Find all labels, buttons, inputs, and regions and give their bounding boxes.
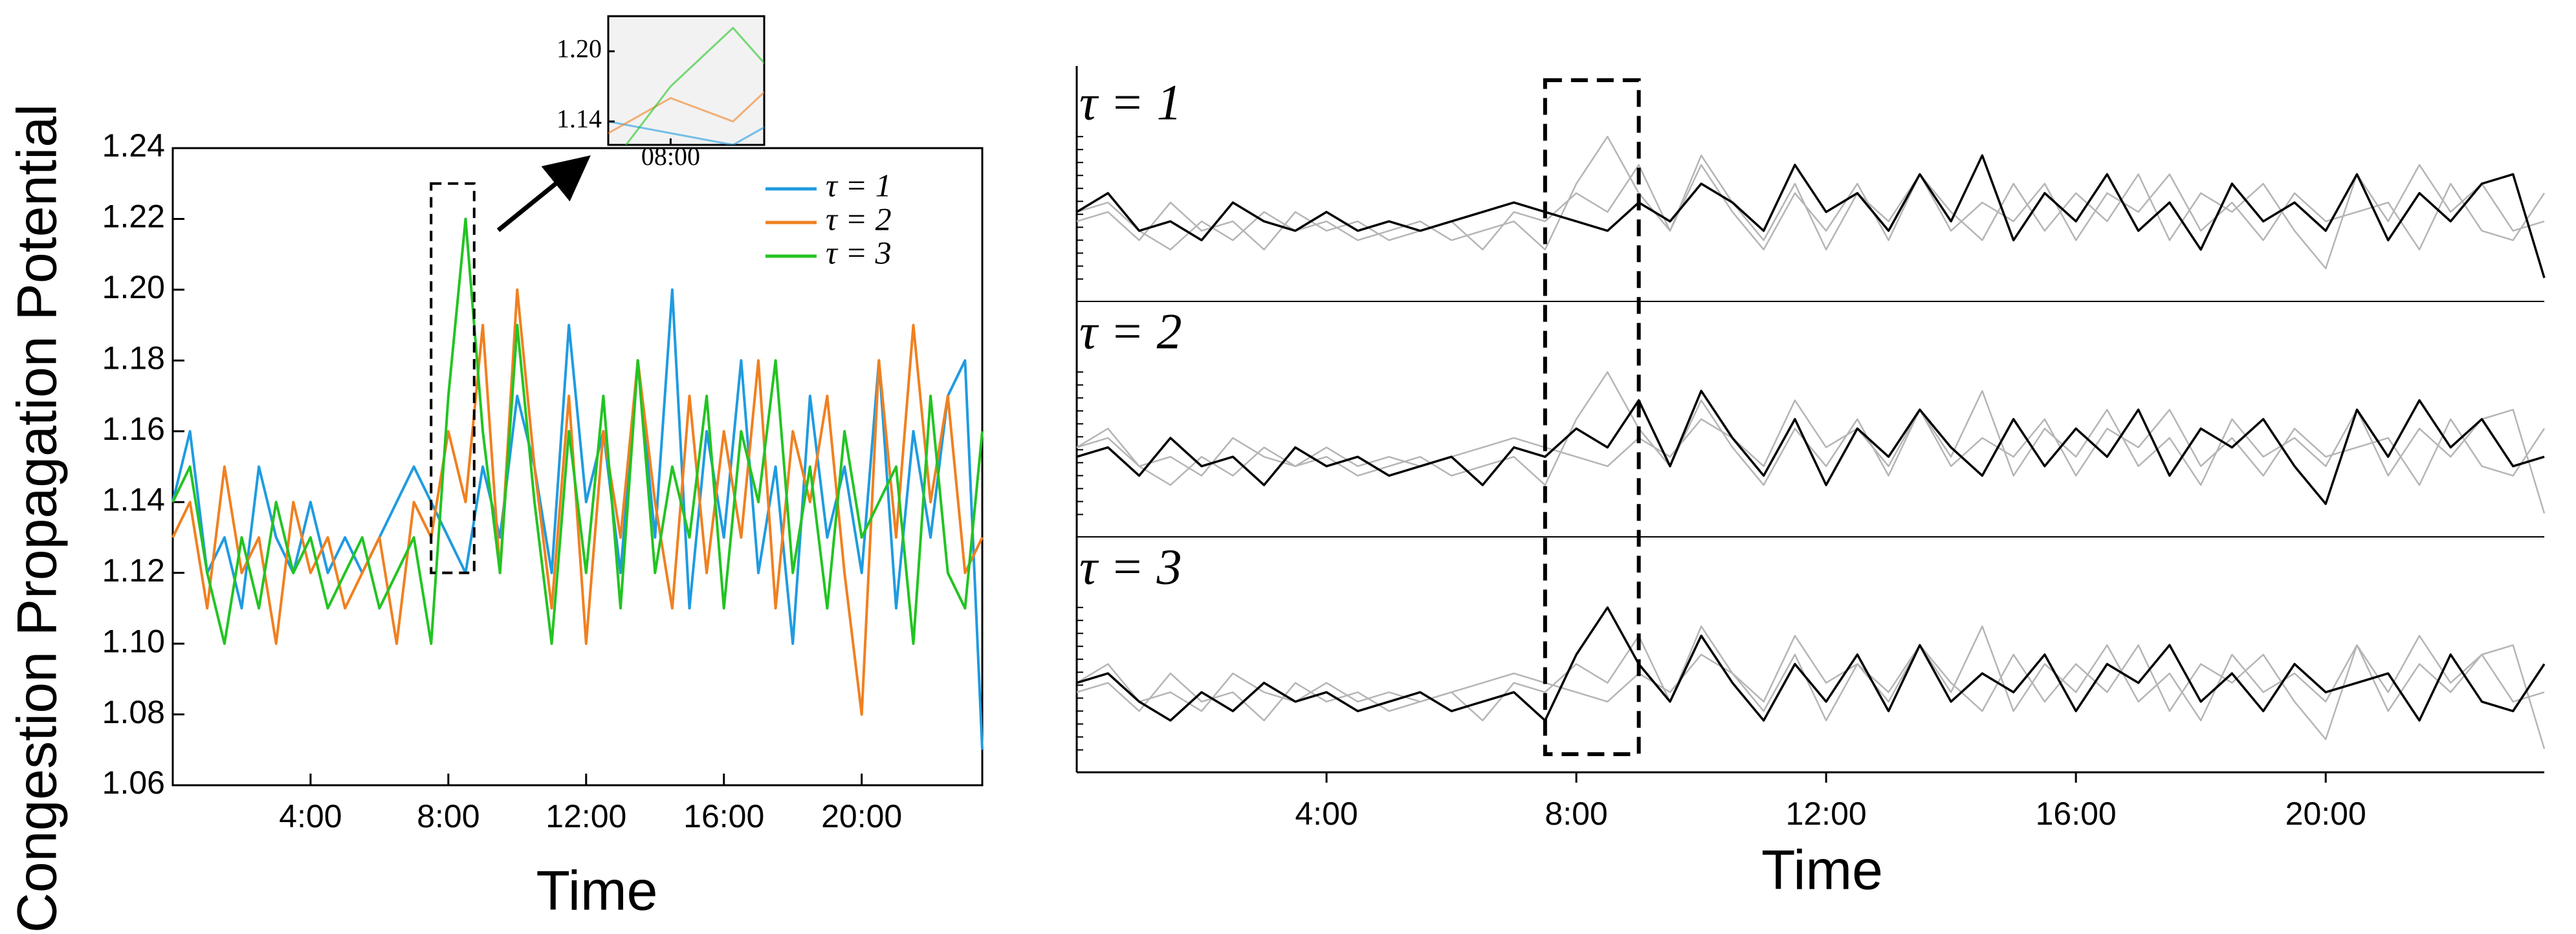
inset-line [608, 120, 764, 145]
inset-y-tick-label: 1.14 [556, 104, 602, 133]
context-line [1076, 625, 2546, 749]
legend-label: τ = 2 [826, 201, 892, 237]
x-tick-label: 16:00 [683, 798, 764, 834]
y-tick-label: 1.16 [102, 411, 165, 447]
x-tick-label: 12:00 [1786, 796, 1867, 832]
x-tick-label: 12:00 [545, 798, 626, 834]
highlight-line [1076, 606, 2546, 722]
context-line [1076, 625, 2545, 741]
inset-bg [607, 15, 765, 146]
y-tick-label: 1.12 [102, 552, 165, 589]
x-tick-label: 8:00 [1545, 796, 1607, 832]
y-tick-label: 1.08 [102, 694, 165, 730]
panel-label: τ = 2 [1079, 303, 1182, 360]
highlight-box [1543, 78, 1641, 756]
y-tick-label: 1.14 [102, 481, 165, 517]
x-tick-label: 20:00 [2285, 796, 2366, 832]
context-line [1076, 390, 2546, 514]
line [171, 288, 984, 750]
highlight-line [1076, 389, 2545, 505]
legend-label: τ = 1 [826, 167, 892, 203]
x-tick-label: 20:00 [821, 798, 902, 834]
line [171, 288, 984, 716]
x-tick-label: 4:00 [1295, 796, 1358, 832]
x-tick-label: 4:00 [279, 798, 342, 834]
y-tick-label: 1.20 [102, 269, 165, 305]
y-tick-label: 1.06 [102, 765, 165, 801]
inset-line [608, 91, 764, 135]
y-tick-label: 1.18 [102, 340, 165, 376]
y-axis-label: Congestion Propagation Potential [6, 104, 69, 933]
highlight-line [1076, 154, 2546, 279]
zoom-box [430, 182, 476, 574]
line [171, 217, 984, 646]
x-axis-label: Time [1761, 840, 1883, 902]
inset-y-tick-label: 1.20 [556, 34, 602, 63]
panel-label: τ = 3 [1079, 539, 1182, 595]
y-tick-label: 1.22 [102, 199, 165, 235]
context-line [1076, 371, 2546, 486]
context-line [1076, 155, 2545, 270]
x-tick-label: 8:00 [417, 798, 479, 834]
context-line [1076, 135, 2546, 251]
arrow [496, 155, 591, 232]
y-tick-label: 1.24 [102, 127, 165, 164]
y-tick-label: 1.10 [102, 623, 165, 659]
legend-label: τ = 3 [826, 234, 892, 270]
x-tick-label: 16:00 [2036, 796, 2117, 832]
panel-label: τ = 1 [1079, 74, 1182, 131]
inset-x-tick-label: 08:00 [641, 142, 700, 171]
x-axis-label: Time [536, 860, 658, 922]
plot-frame [171, 147, 984, 787]
